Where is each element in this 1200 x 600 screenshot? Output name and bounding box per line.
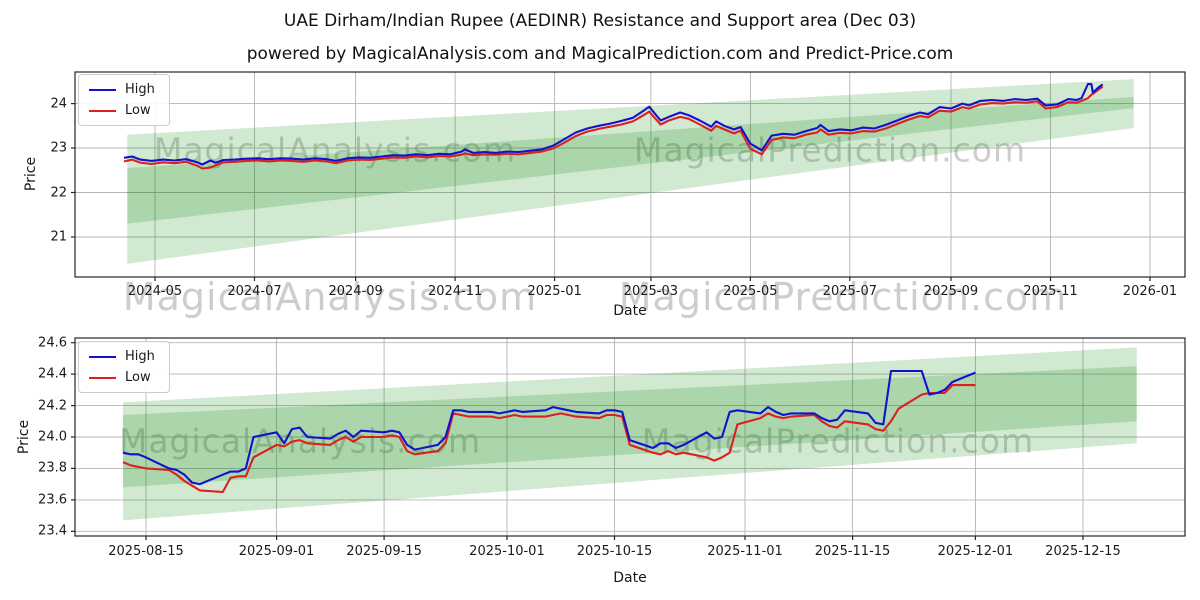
- x-tick-label: 2026-01: [1122, 284, 1178, 299]
- legend-item: High: [89, 82, 155, 97]
- chart-title: UAE Dirham/Indian Rupee (AEDINR) Resista…: [283, 11, 917, 31]
- x-tick-label: 2025-10-15: [576, 544, 653, 559]
- legend-label: High: [125, 82, 155, 97]
- plot-border: [74, 71, 1186, 278]
- x-tick-label: 2024-09: [328, 284, 383, 299]
- high-line-swatch: [89, 355, 116, 358]
- legend-label: Low: [125, 103, 151, 118]
- watermark-text: MagicalPrediction.com: [633, 130, 1027, 170]
- x-tick-label: 2024-11: [427, 284, 483, 299]
- x-tick-label: 2025-09-01: [238, 544, 315, 559]
- x-tick-label: 2025-03: [623, 284, 679, 299]
- watermark-text: MagicalPrediction.com: [618, 275, 1068, 319]
- low-line: [122, 384, 976, 494]
- legend-item: Low: [89, 370, 155, 385]
- legend-box: High Low: [78, 74, 170, 126]
- x-tick-label: 2025-11-15: [814, 544, 891, 559]
- high-line-swatch: [89, 88, 116, 91]
- low-line: [123, 85, 1104, 170]
- x-tick-label: 2025-09: [923, 284, 979, 299]
- watermark-text: MagicalAnalysis.com: [122, 275, 538, 319]
- chart-subtitle: powered by MagicalAnalysis.com and Magic…: [246, 44, 954, 64]
- x-tick-label: 2025-12-15: [1045, 544, 1121, 559]
- x-tick-label: 2025-10-01: [469, 544, 545, 559]
- legend-box: High Low: [78, 341, 170, 393]
- y-tick-label: 22: [50, 185, 67, 200]
- y-tick-label: 24.6: [38, 335, 67, 351]
- resistance-band: [123, 347, 1137, 488]
- resistance-band: [127, 79, 1134, 224]
- legend-item: Low: [89, 103, 155, 118]
- y-tick-label: 24.2: [38, 398, 67, 414]
- x-tick-label: 2025-08-15: [108, 544, 184, 559]
- y-tick-label: 23.6: [38, 492, 67, 508]
- y-tick-label: 24.4: [38, 366, 67, 382]
- x-tick-label: 2025-12-01: [937, 544, 1014, 559]
- low-line-swatch: [89, 109, 116, 112]
- x-tick-label: 2025-11-01: [707, 544, 783, 559]
- x-axis-label-bottom: Date: [613, 570, 647, 586]
- legend-label: Low: [125, 370, 151, 385]
- y-tick-label: 24.0: [38, 429, 67, 445]
- x-tick-label: 2025-05: [723, 284, 778, 299]
- legend-label: High: [125, 349, 155, 364]
- y-tick-label: 23.4: [38, 523, 67, 539]
- y-tick-label: 24: [50, 96, 67, 112]
- high-line: [123, 82, 1104, 166]
- x-tick-label: 2025-11: [1023, 284, 1078, 299]
- high-line: [122, 369, 976, 486]
- support-band: [127, 96, 1134, 264]
- x-axis-label-top: Date: [613, 303, 647, 319]
- legend-item: High: [89, 349, 155, 364]
- x-tick-label: 2024-07: [227, 284, 282, 299]
- x-tick-label: 2025-01: [527, 284, 582, 299]
- y-tick-label: 23.8: [38, 460, 67, 476]
- y-tick-label: 23: [50, 140, 67, 156]
- x-tick-label: 2025-07: [822, 284, 878, 299]
- y-tick-label: 21: [50, 229, 67, 245]
- x-tick-label: 2025-09-15: [346, 544, 422, 559]
- x-tick-label: 2024-05: [127, 284, 183, 299]
- low-line-swatch: [89, 376, 116, 379]
